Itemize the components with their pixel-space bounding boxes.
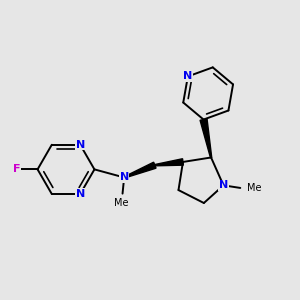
Text: Me: Me [247, 183, 261, 193]
Text: N: N [119, 172, 129, 182]
Text: Me: Me [114, 199, 128, 208]
Text: F: F [13, 164, 20, 174]
Text: N: N [76, 140, 85, 150]
Polygon shape [155, 159, 183, 166]
Text: N: N [183, 71, 193, 81]
Polygon shape [124, 162, 156, 178]
Polygon shape [200, 119, 212, 158]
Text: N: N [76, 189, 85, 199]
Text: N: N [219, 180, 228, 190]
